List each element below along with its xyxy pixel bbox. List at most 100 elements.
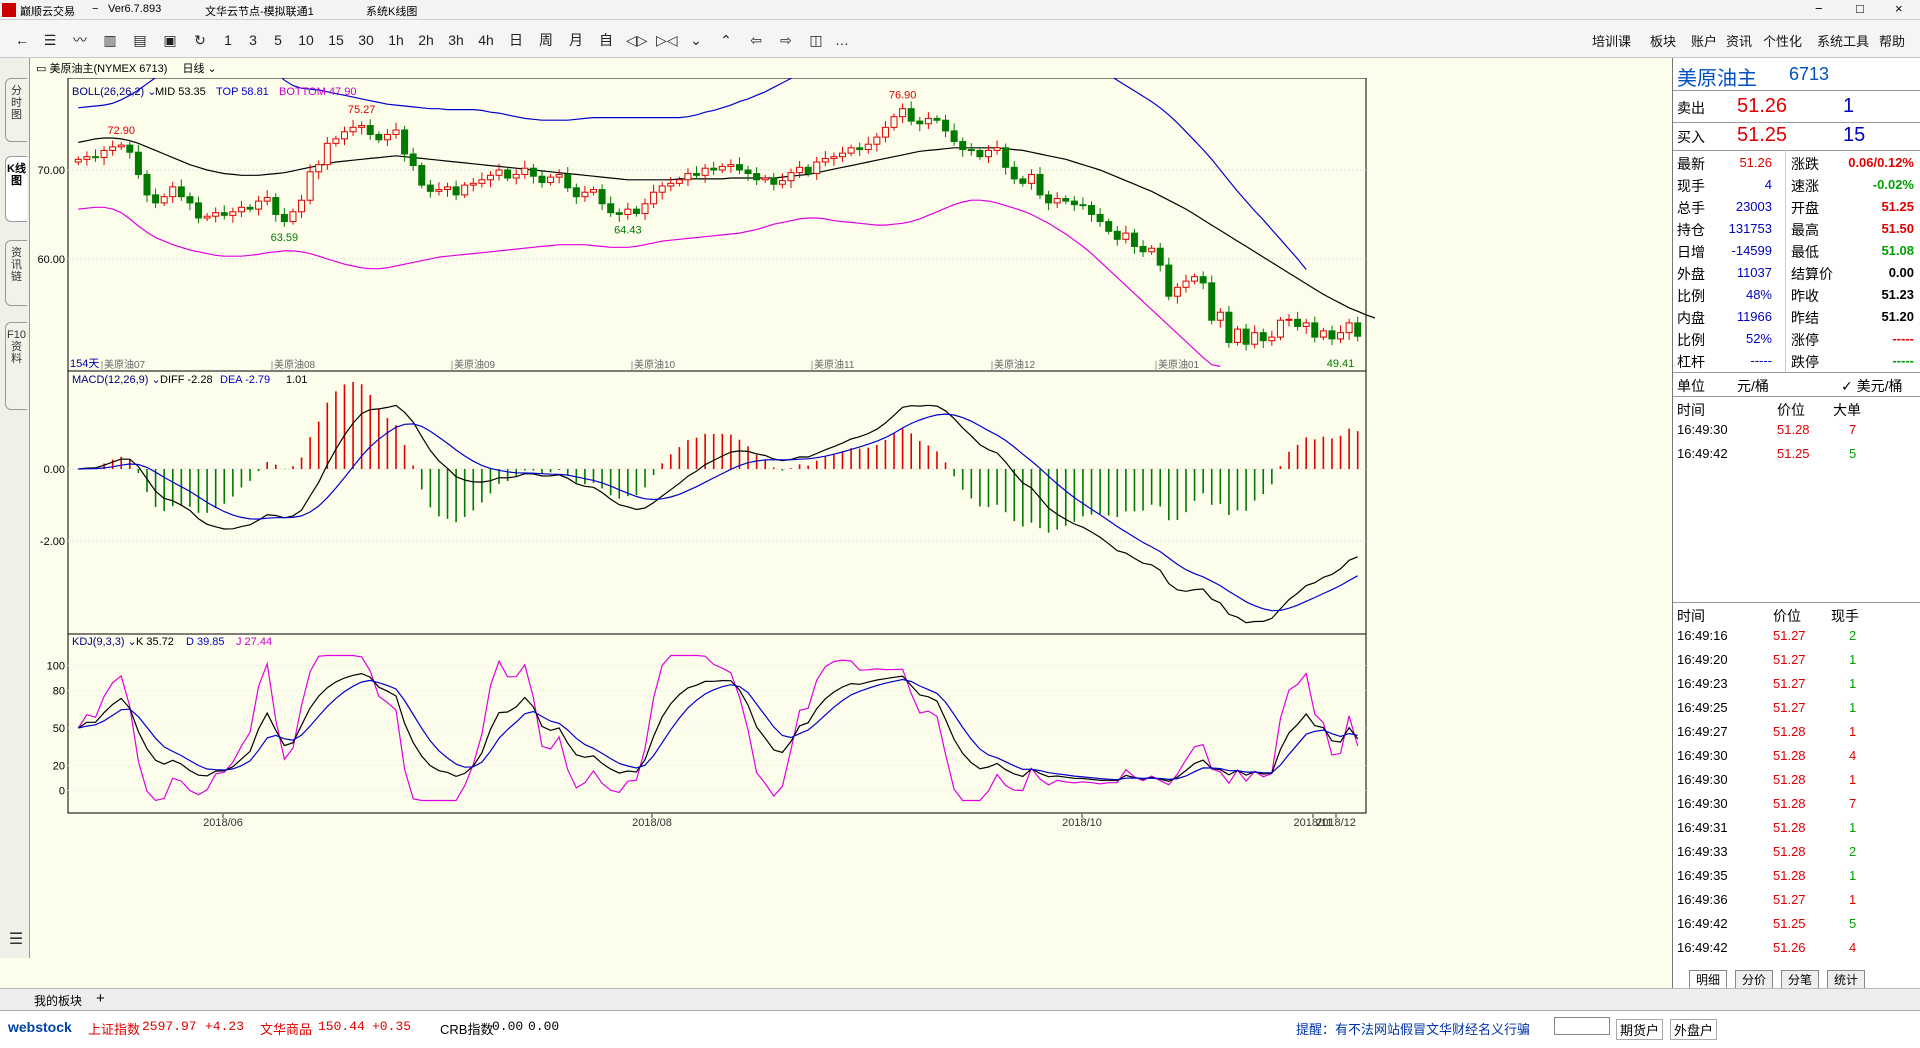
grid-lines bbox=[67, 78, 1367, 818]
big-trade-volume: 5 bbox=[1849, 446, 1857, 461]
tick-volume: 7 bbox=[1849, 796, 1857, 811]
chevron-up-icon[interactable]: ⌃ bbox=[720, 32, 732, 48]
candle-body bbox=[598, 189, 606, 205]
menu-personalize[interactable]: 个性化 bbox=[1763, 34, 1803, 49]
quote-field-label: 最新 bbox=[1677, 156, 1705, 172]
tab-news-chain[interactable]: 资讯链 bbox=[5, 240, 27, 306]
menu-training[interactable]: 培训课 bbox=[1592, 34, 1632, 49]
refresh-icon[interactable]: ↻ bbox=[194, 32, 206, 48]
candle-body bbox=[289, 211, 297, 223]
detail-tab[interactable]: 统计 bbox=[1827, 970, 1866, 989]
period-30m[interactable]: 30 bbox=[358, 32, 374, 48]
period-select[interactable]: 日线 ⌄ bbox=[179, 63, 217, 75]
candle-body bbox=[1216, 311, 1224, 321]
back-arrow-icon[interactable]: ← bbox=[15, 32, 29, 48]
more-icon[interactable]: … bbox=[835, 32, 849, 48]
quote-field-label: 比例 bbox=[1677, 332, 1705, 348]
tick-volume: 1 bbox=[1849, 892, 1857, 907]
layout-icon[interactable]: ◫ bbox=[809, 32, 823, 48]
tick-volume: 4 bbox=[1849, 748, 1857, 763]
arrow-left-icon[interactable]: ⇦ bbox=[750, 32, 762, 48]
candle-body bbox=[950, 130, 958, 143]
menu-help[interactable]: 帮助 bbox=[1879, 34, 1906, 49]
zoom-in-icon[interactable]: ◁▷ bbox=[626, 32, 648, 48]
period-5m[interactable]: 5 bbox=[274, 32, 282, 48]
line-chart-icon[interactable]: 〰 bbox=[73, 32, 87, 48]
candle-body bbox=[1165, 264, 1173, 297]
foreign-account-button[interactable]: 外盘户 bbox=[1670, 1019, 1718, 1040]
detail-tab[interactable]: 分笔 bbox=[1781, 970, 1820, 989]
candle-body bbox=[538, 175, 546, 183]
arrow-right-icon[interactable]: ⇨ bbox=[780, 32, 792, 48]
candle-body bbox=[907, 108, 915, 122]
period-3m[interactable]: 3 bbox=[249, 32, 257, 48]
candle-body bbox=[280, 213, 288, 223]
close-button[interactable]: × bbox=[1895, 1, 1903, 16]
period-1m[interactable]: 1 bbox=[224, 32, 232, 48]
boll-mid-line bbox=[78, 137, 1376, 319]
search-input[interactable] bbox=[1554, 1017, 1610, 1035]
candle-body bbox=[916, 120, 924, 125]
candle-body bbox=[976, 149, 984, 158]
period-week[interactable]: 周 bbox=[539, 32, 553, 48]
futures-account-button[interactable]: 期货户 bbox=[1616, 1019, 1664, 1040]
zoom-out-icon[interactable]: ▷◁ bbox=[656, 32, 678, 48]
tab-kline[interactable]: K线图 bbox=[5, 156, 27, 222]
candle-body bbox=[452, 186, 460, 196]
tab-timeshare[interactable]: 分时图 bbox=[5, 78, 27, 142]
period-1h[interactable]: 1h bbox=[388, 32, 404, 48]
period-15m[interactable]: 15 bbox=[328, 32, 344, 48]
period-month[interactable]: 月 bbox=[569, 32, 583, 48]
add-tab-button[interactable]: + bbox=[96, 990, 105, 1007]
save-icon[interactable]: ▣ bbox=[163, 32, 177, 48]
wh-index-label[interactable]: 文华商品 bbox=[260, 1022, 313, 1037]
detail-tab[interactable]: 分价 bbox=[1735, 970, 1774, 989]
tick-volume: 1 bbox=[1849, 724, 1857, 739]
contract-label: 美原油09 bbox=[454, 358, 496, 371]
tick-time: 16:49:25 bbox=[1677, 700, 1728, 715]
period-3h[interactable]: 3h bbox=[448, 32, 464, 48]
unit-alt-toggle[interactable]: ✓ 美元/桶 bbox=[1841, 378, 1903, 394]
menu-news[interactable]: 资讯 bbox=[1726, 34, 1753, 49]
macd-dea-line bbox=[78, 413, 1358, 612]
menu-account[interactable]: 账户 bbox=[1691, 34, 1718, 49]
kline-chart-area[interactable]: 70.00 60.00 72.90 75.27 63.59 64.43 76.90 49.41… bbox=[30, 78, 1672, 988]
report-icon[interactable]: ▤ bbox=[133, 32, 147, 48]
list-icon[interactable]: ☰ bbox=[43, 32, 57, 48]
macd-pane bbox=[78, 382, 1359, 624]
period-day[interactable]: 日 bbox=[509, 32, 523, 48]
sh-index-label[interactable]: 上证指数 bbox=[88, 1022, 141, 1037]
quote-field-label: 速涨 bbox=[1791, 178, 1819, 194]
candle-body bbox=[899, 108, 907, 118]
quote-code: 6713 bbox=[1789, 64, 1830, 84]
kdj-k-value: K 35.72 bbox=[136, 636, 174, 648]
candles bbox=[74, 101, 1362, 351]
period-2h[interactable]: 2h bbox=[418, 32, 434, 48]
tick-price: 51.28 bbox=[1773, 772, 1806, 787]
quote-field-label: 涨停 bbox=[1791, 332, 1819, 348]
app-name: 巅顺云交易 bbox=[20, 6, 75, 18]
minimize-button[interactable]: − bbox=[1815, 1, 1823, 16]
period-custom[interactable]: 自 bbox=[599, 32, 613, 48]
candle-body bbox=[237, 206, 245, 213]
tab-my-sector[interactable]: 我的板块 bbox=[34, 994, 83, 1008]
menu-system-tools[interactable]: 系统工具 bbox=[1817, 34, 1870, 49]
candle-body bbox=[418, 165, 426, 186]
candlestick-icon[interactable]: ▥ bbox=[103, 32, 117, 48]
period-4h[interactable]: 4h bbox=[478, 32, 494, 48]
period-10m[interactable]: 10 bbox=[298, 32, 314, 48]
menu-sector[interactable]: 板块 bbox=[1650, 34, 1677, 49]
candle-body bbox=[1294, 318, 1302, 327]
crb-index-label[interactable]: CRB指数 bbox=[440, 1022, 494, 1037]
maximize-button[interactable]: □ bbox=[1856, 1, 1864, 16]
quote-field-label: 开盘 bbox=[1791, 200, 1819, 216]
detail-tab[interactable]: 明细 bbox=[1689, 970, 1728, 989]
candle-body bbox=[195, 202, 203, 219]
quote-field-value: 51.20 bbox=[1881, 309, 1914, 324]
menu-list-icon[interactable]: ☰ bbox=[8, 931, 24, 948]
candle-body bbox=[255, 200, 263, 210]
quote-field-label: 最低 bbox=[1791, 244, 1819, 260]
tick-price: 51.28 bbox=[1773, 820, 1806, 835]
chevron-down-icon[interactable]: ⌄ bbox=[690, 32, 702, 48]
tab-f10[interactable]: F10资料 bbox=[5, 322, 27, 410]
